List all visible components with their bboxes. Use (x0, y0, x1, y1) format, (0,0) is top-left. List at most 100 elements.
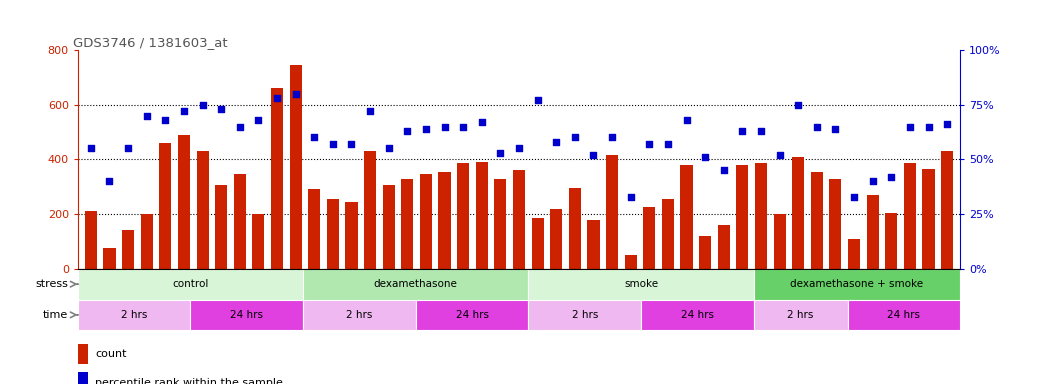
Point (641, 141, 658, 147)
Bar (736, 165, 748, 269)
Text: dexamethasone + smoke: dexamethasone + smoke (790, 279, 924, 289)
Point (492, 150, 509, 156)
Text: control: control (172, 279, 209, 289)
Text: time: time (44, 310, 69, 320)
Bar (78, 269, 303, 300)
Text: 24 hrs: 24 hrs (887, 310, 921, 320)
Bar (528, 300, 641, 330)
Bar (364, 151, 376, 269)
Bar (699, 236, 711, 269)
Bar (641, 300, 754, 330)
Point (734, 128, 750, 134)
Point (380, 146, 397, 152)
Text: 24 hrs: 24 hrs (456, 310, 489, 320)
Point (771, 152, 788, 158)
Bar (303, 269, 528, 300)
Point (865, 178, 881, 184)
Bar (867, 195, 879, 269)
Bar (475, 162, 488, 269)
Bar (662, 199, 674, 269)
Bar (792, 157, 804, 269)
Bar (303, 300, 416, 330)
Point (604, 134, 621, 141)
Bar (550, 209, 563, 269)
Point (623, 194, 639, 200)
Bar (122, 230, 134, 269)
Bar (923, 169, 934, 269)
Text: 2 hrs: 2 hrs (572, 310, 598, 320)
Bar (78, 300, 191, 330)
Bar (420, 174, 432, 269)
Text: smoke: smoke (624, 279, 658, 289)
Bar (848, 239, 861, 269)
Bar (811, 172, 823, 269)
Point (306, 134, 323, 141)
Point (938, 121, 955, 127)
Point (455, 124, 471, 130)
Point (194, 102, 211, 108)
Point (269, 95, 285, 101)
Bar (588, 220, 600, 269)
Bar (569, 188, 581, 269)
Point (715, 167, 732, 174)
Point (436, 124, 453, 130)
Text: 2 hrs: 2 hrs (121, 310, 147, 320)
Bar (438, 172, 450, 269)
Bar (159, 143, 171, 269)
Bar (252, 214, 265, 269)
Text: 24 hrs: 24 hrs (230, 310, 264, 320)
Bar (717, 225, 730, 269)
Point (696, 154, 713, 160)
Bar (290, 65, 302, 269)
Point (659, 141, 676, 147)
Bar (383, 185, 394, 269)
Text: 24 hrs: 24 hrs (681, 310, 714, 320)
Bar (196, 151, 209, 269)
Point (288, 91, 304, 97)
Point (362, 108, 379, 114)
Point (548, 139, 565, 145)
Bar (457, 164, 469, 269)
Bar (847, 300, 960, 330)
Point (399, 128, 415, 134)
Point (213, 106, 229, 112)
Text: GDS3746 / 1381603_at: GDS3746 / 1381603_at (74, 36, 228, 49)
Bar (308, 189, 321, 269)
Bar (271, 88, 283, 269)
Bar (773, 214, 786, 269)
Point (585, 152, 602, 158)
Point (921, 124, 937, 130)
Text: dexamethasone: dexamethasone (374, 279, 458, 289)
Point (678, 117, 694, 123)
Bar (416, 300, 528, 330)
Point (325, 141, 342, 147)
Bar (104, 248, 115, 269)
Text: percentile rank within the sample: percentile rank within the sample (95, 378, 283, 384)
Bar (528, 269, 754, 300)
Bar (234, 174, 246, 269)
Point (511, 146, 527, 152)
Bar (78, 344, 88, 364)
Bar (606, 155, 618, 269)
Bar (625, 255, 636, 269)
Point (175, 108, 192, 114)
Text: 2 hrs: 2 hrs (347, 310, 373, 320)
Bar (327, 199, 339, 269)
Bar (531, 218, 544, 269)
Bar (681, 165, 692, 269)
Bar (191, 300, 303, 330)
Point (809, 124, 825, 130)
Bar (78, 372, 88, 384)
Point (473, 119, 490, 125)
Bar (85, 211, 97, 269)
Bar (141, 214, 153, 269)
Bar (513, 170, 525, 269)
Bar (177, 135, 190, 269)
Bar (494, 179, 507, 269)
Bar (402, 179, 413, 269)
Text: stress: stress (35, 279, 69, 289)
Point (83, 146, 100, 152)
Point (250, 117, 267, 123)
Point (138, 113, 155, 119)
Text: count: count (95, 349, 127, 359)
